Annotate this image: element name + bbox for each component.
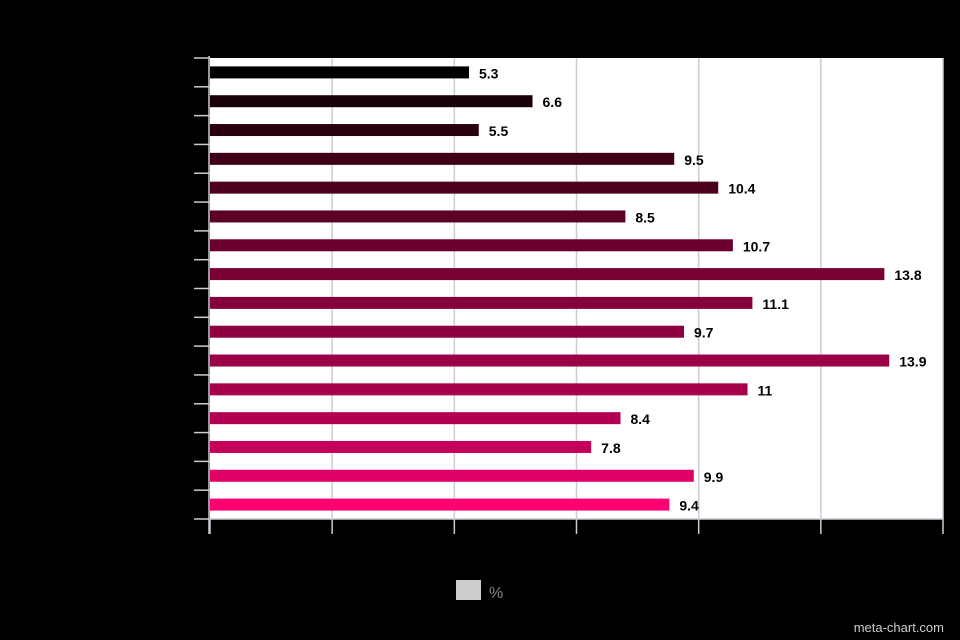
value-labels: 5.3 6.6 5.5 9.5 10.4 8.5 10.7 13.8 11.1 9.7 13.9 11… bbox=[479, 65, 927, 513]
bar bbox=[210, 124, 479, 137]
bar-value-label: 7.8 bbox=[601, 440, 621, 456]
bar-value-label: 10.4 bbox=[728, 181, 755, 197]
bar bbox=[210, 440, 592, 453]
bar-value-label: 13.8 bbox=[894, 267, 921, 283]
bar bbox=[210, 383, 748, 396]
bar bbox=[210, 210, 626, 223]
bar bbox=[210, 268, 885, 281]
watermark-text: meta-chart.com bbox=[854, 620, 944, 635]
legend-swatch bbox=[456, 580, 481, 600]
bar-value-label: 9.5 bbox=[684, 152, 704, 168]
bar bbox=[210, 95, 533, 108]
bar bbox=[210, 66, 469, 79]
bar bbox=[210, 296, 753, 309]
bar-value-label: 11 bbox=[758, 382, 773, 398]
bars bbox=[210, 66, 890, 511]
bar-value-label: 8.4 bbox=[630, 411, 650, 427]
bar-value-label: 11.1 bbox=[762, 296, 789, 312]
legend: % bbox=[456, 580, 503, 602]
bar-value-label: 13.9 bbox=[899, 354, 926, 370]
bar bbox=[210, 469, 694, 482]
bar-value-label: 10.7 bbox=[743, 238, 770, 254]
bar bbox=[210, 325, 685, 338]
bar bbox=[210, 412, 621, 425]
bar-value-label: 8.5 bbox=[635, 209, 655, 225]
bar bbox=[210, 152, 675, 165]
bar-value-label: 9.4 bbox=[679, 498, 699, 514]
bar bbox=[210, 498, 670, 511]
bar-value-label: 5.5 bbox=[489, 123, 509, 139]
bar bbox=[210, 239, 733, 252]
bar bbox=[210, 181, 719, 194]
bar bbox=[210, 354, 890, 367]
bar-value-label: 9.7 bbox=[694, 325, 714, 341]
axes bbox=[194, 56, 944, 534]
legend-label: % bbox=[489, 585, 503, 602]
bar-value-label: 6.6 bbox=[543, 94, 563, 110]
bar-value-label: 5.3 bbox=[479, 65, 499, 81]
bar-value-label: 9.9 bbox=[704, 469, 724, 485]
